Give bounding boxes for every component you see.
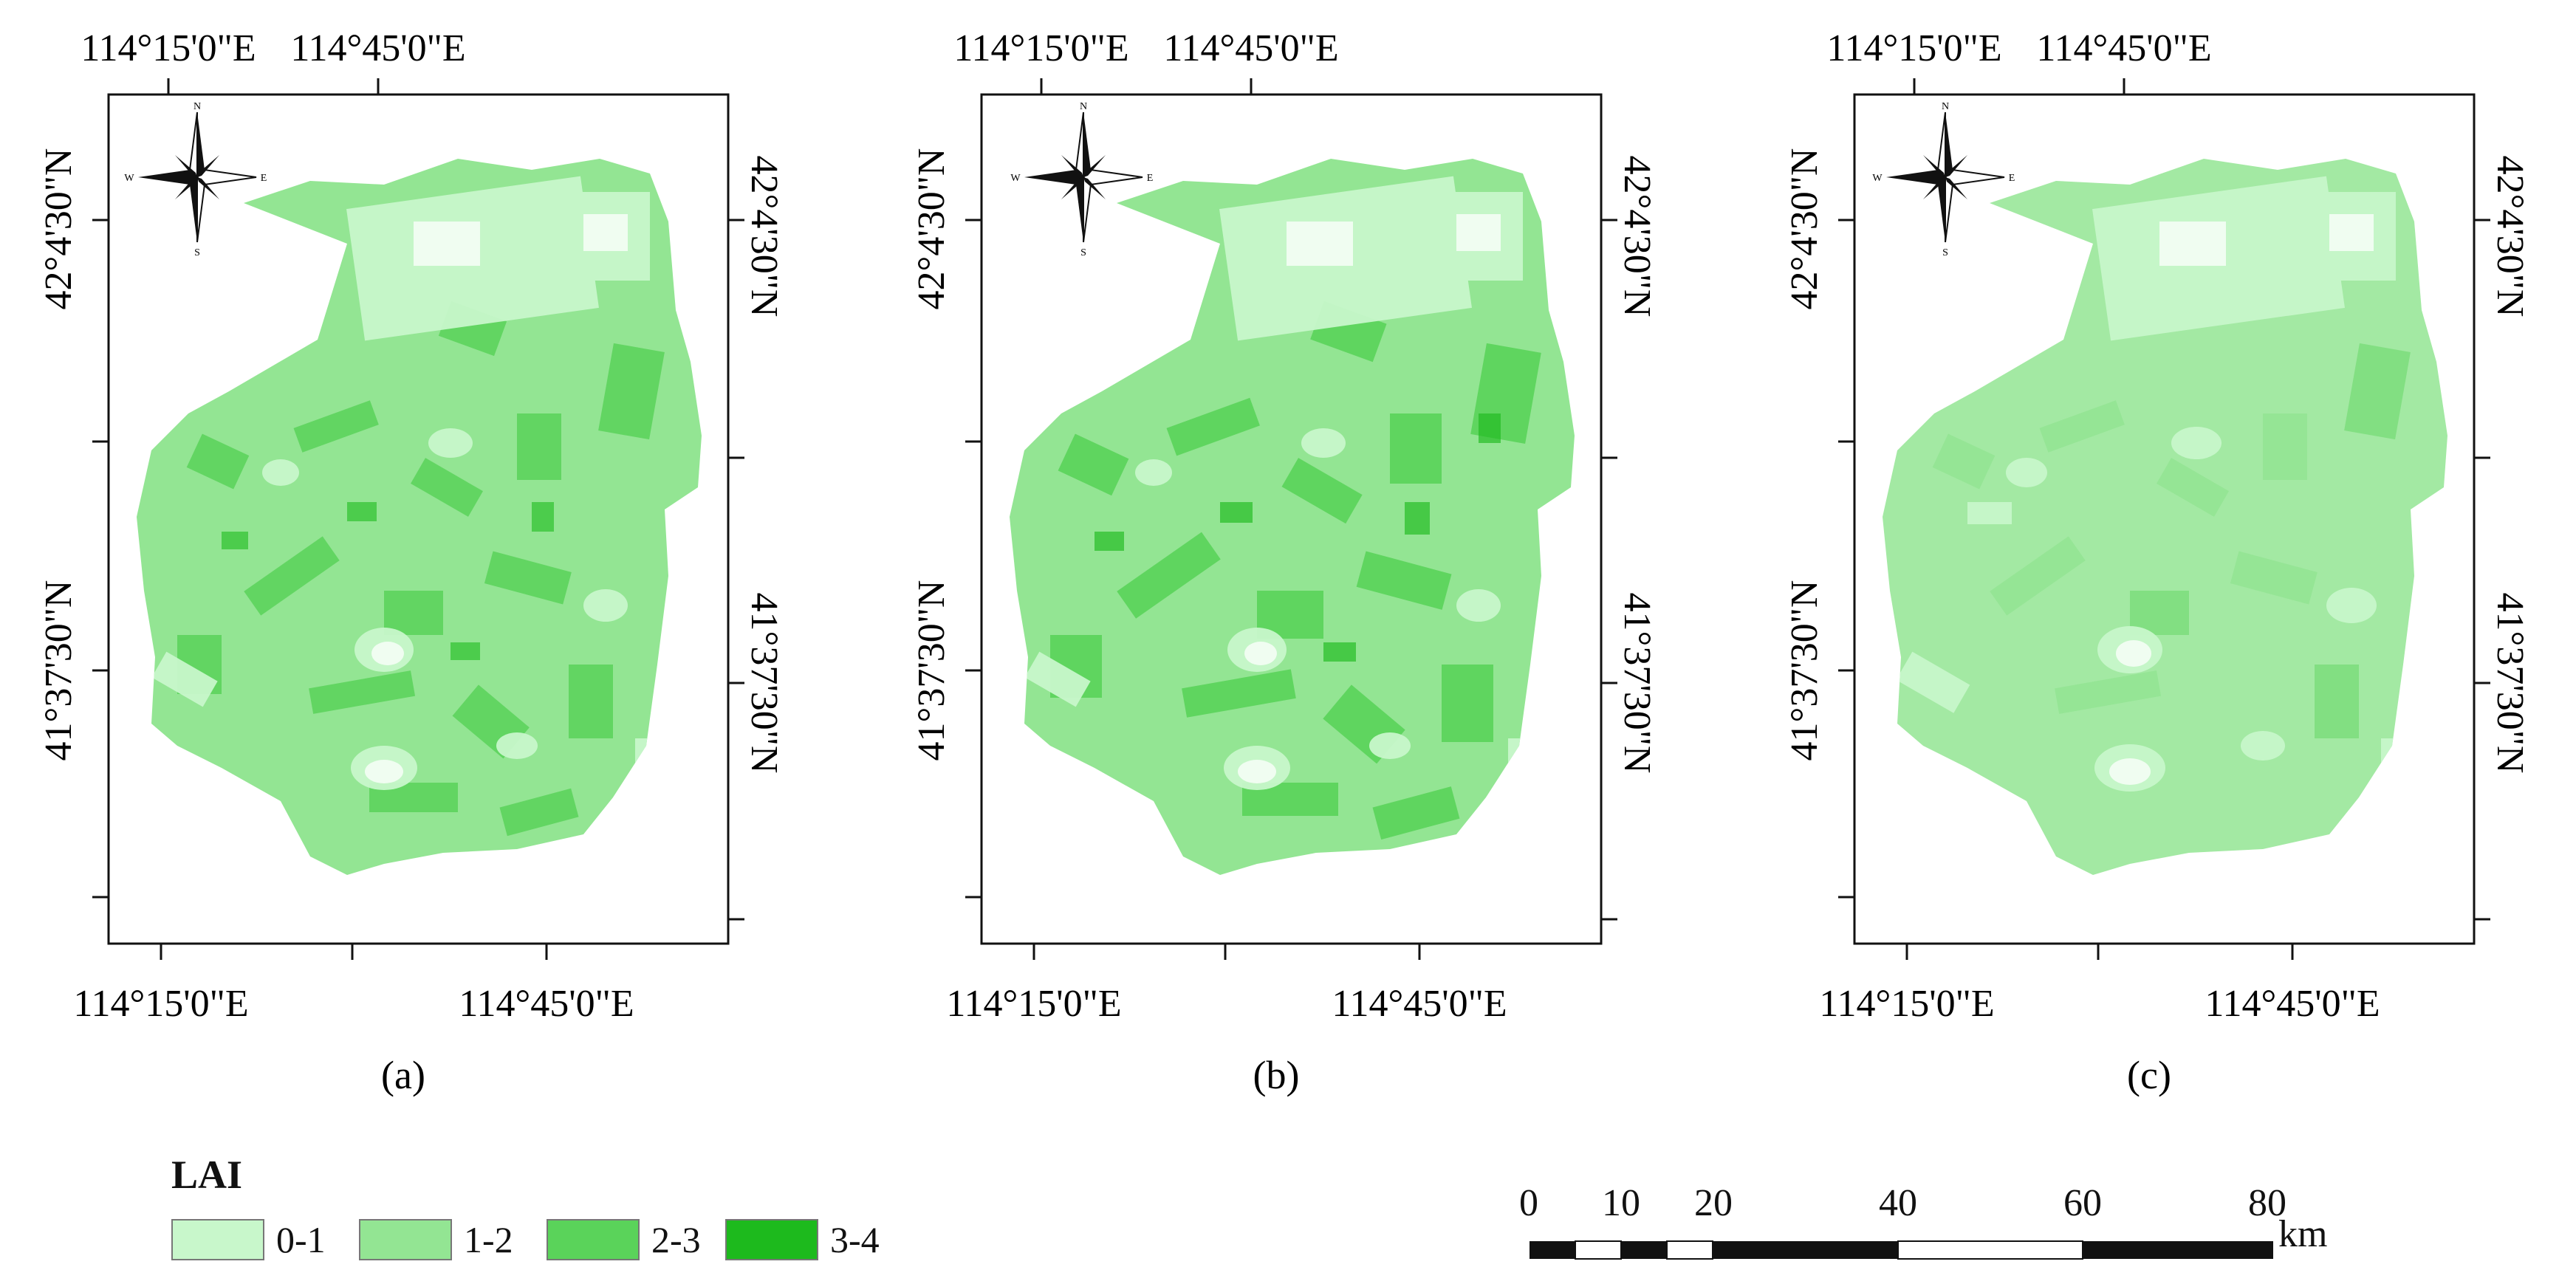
svg-text:N: N xyxy=(1080,101,1087,112)
scale-tick-label: 40 xyxy=(1879,1182,1917,1224)
lon-label-top: 114°15'0"E xyxy=(953,27,1128,69)
legend-swatch xyxy=(359,1219,452,1260)
scale-bar: 0 10 20 40 60 80 km xyxy=(1519,1181,2445,1277)
svg-text:S: S xyxy=(194,247,200,258)
lat-label-left: 42°4'30"N xyxy=(911,148,953,310)
lon-label-bottom: 114°45'0"E xyxy=(1332,983,1507,1025)
legend-item: 0-1 xyxy=(171,1218,326,1261)
scale-tick-label: 60 xyxy=(2063,1182,2102,1224)
lat-label-left: 41°37'30"N xyxy=(911,580,953,761)
panel-caption: (b) xyxy=(1253,1053,1300,1097)
legend-label: 1-2 xyxy=(464,1219,513,1260)
lon-label-bottom: 114°15'0"E xyxy=(946,983,1121,1025)
lat-label-right: 42°4'30"N xyxy=(2489,156,2531,317)
lat-label-right: 41°37'30"N xyxy=(2489,593,2531,774)
svg-text:E: E xyxy=(1147,173,1154,184)
lat-label-left: 41°37'30"N xyxy=(1784,580,1826,761)
svg-text:W: W xyxy=(124,173,134,184)
legend-label: 2-3 xyxy=(651,1219,701,1260)
north-arrow-icon: N S E W xyxy=(124,101,267,258)
lat-label-right: 42°4'30"N xyxy=(743,156,785,317)
legend-label: 3-4 xyxy=(830,1219,880,1260)
legend-item: 2-3 xyxy=(547,1218,701,1261)
legend-swatch xyxy=(547,1219,640,1260)
lat-label-right: 41°37'30"N xyxy=(1616,593,1658,774)
lon-label-top: 114°15'0"E xyxy=(80,27,256,69)
lat-label-left: 42°4'30"N xyxy=(38,148,80,310)
lon-label-bottom: 114°15'0"E xyxy=(1819,983,1994,1025)
map-panel-a: N S E W 114°15'0"E 114°45'0"E 114°15'0"E… xyxy=(38,27,785,1097)
map-panel-b: N S E W 114°15'0"E 114°45'0"E 114°15'0"E… xyxy=(911,27,1658,1097)
panel-caption: (a) xyxy=(381,1053,425,1097)
svg-text:W: W xyxy=(1872,173,1883,184)
legend-item: 1-2 xyxy=(359,1218,513,1261)
lon-label-bottom: 114°15'0"E xyxy=(73,983,248,1025)
map-panel-c: N S E W 114°15'0"E 114°45'0"E 114°15'0"E… xyxy=(1784,27,2531,1097)
lat-label-left: 41°37'30"N xyxy=(38,580,80,761)
north-arrow-icon: N S E W xyxy=(1872,101,2015,258)
north-arrow-icon: N S E W xyxy=(1010,101,1153,258)
scale-tick-label: 80 xyxy=(2248,1182,2286,1224)
legend-item: 3-4 xyxy=(725,1218,880,1261)
lon-label-top: 114°15'0"E xyxy=(1826,27,2001,69)
scale-tick-label: 0 xyxy=(1519,1182,1538,1224)
scale-tick-label: 20 xyxy=(1694,1182,1733,1224)
lat-label-left: 42°4'30"N xyxy=(1784,148,1826,310)
scale-tick-label: 10 xyxy=(1602,1182,1640,1224)
svg-text:E: E xyxy=(261,173,267,184)
lat-label-right: 41°37'30"N xyxy=(743,593,785,774)
legend-swatch xyxy=(171,1219,264,1260)
scale-bar-segments xyxy=(1530,1240,2273,1260)
lat-label-right: 42°4'30"N xyxy=(1616,156,1658,317)
svg-text:S: S xyxy=(1942,247,1948,258)
panel-caption: (c) xyxy=(2127,1053,2171,1097)
lon-label-top: 114°45'0"E xyxy=(2036,27,2211,69)
legend-title: LAI xyxy=(171,1153,243,1197)
lon-label-bottom: 114°45'0"E xyxy=(2205,983,2380,1025)
svg-text:S: S xyxy=(1080,247,1086,258)
lai-raster xyxy=(1010,159,1575,875)
svg-text:W: W xyxy=(1010,173,1021,184)
svg-text:E: E xyxy=(2009,173,2015,184)
svg-text:N: N xyxy=(1942,101,1949,112)
legend-swatch xyxy=(725,1219,818,1260)
lon-label-bottom: 114°45'0"E xyxy=(459,983,634,1025)
lon-label-top: 114°45'0"E xyxy=(290,27,465,69)
lon-label-top: 114°45'0"E xyxy=(1163,27,1338,69)
legend-label: 0-1 xyxy=(276,1219,326,1260)
svg-text:N: N xyxy=(193,101,201,112)
scale-unit: km xyxy=(2278,1213,2328,1255)
